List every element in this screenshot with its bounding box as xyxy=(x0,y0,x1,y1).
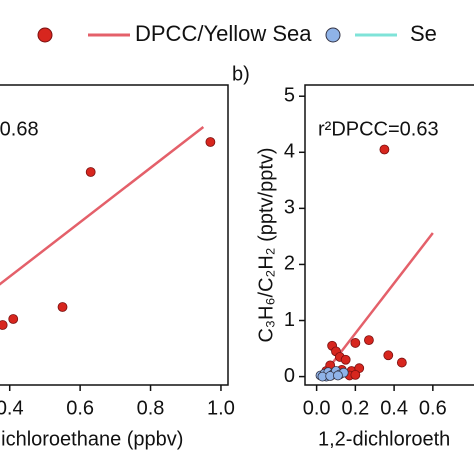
y-tick-label: 4 xyxy=(284,141,295,163)
plot-frame xyxy=(0,84,229,386)
legend-label: DPCC/Yellow Sea xyxy=(135,21,312,46)
y-tick-label: 5 xyxy=(284,84,295,106)
plot-frame xyxy=(304,84,474,386)
annotation: r²DPCC=0.63 xyxy=(318,118,439,140)
x-axis-label: dichloroethane (ppbv) xyxy=(0,428,183,450)
x-tick-label: 0.0 xyxy=(303,397,331,419)
fit-line xyxy=(325,232,434,372)
fit-line xyxy=(0,126,205,286)
data-point xyxy=(379,144,390,155)
data-point xyxy=(364,335,374,346)
legend-marker xyxy=(37,27,53,43)
data-point xyxy=(333,370,343,381)
x-tick-label: 0.2 xyxy=(341,397,369,419)
panel-label: b) xyxy=(232,63,250,85)
data-point xyxy=(8,314,19,324)
data-point xyxy=(383,350,394,361)
data-point xyxy=(57,302,68,312)
data-point xyxy=(0,320,8,330)
x-tick-label: 0.8 xyxy=(137,397,165,419)
data-point xyxy=(396,357,407,368)
y-tick-label: 3 xyxy=(284,197,295,219)
annotation: =0.68 xyxy=(0,118,39,140)
x-axis-label: 1,2-dichloroeth xyxy=(318,428,450,450)
legend-label: Se xyxy=(410,21,437,46)
x-tick-label: 0.6 xyxy=(419,397,447,419)
x-tick-label: 0.4 xyxy=(0,397,24,419)
data-point xyxy=(340,354,351,365)
plot-area xyxy=(0,126,216,330)
y-tick-label: 1 xyxy=(284,309,295,331)
y-axis-label: C₃H₆/C₂H₂ (pptv/pptv) xyxy=(255,147,277,342)
y-tick-label: 2 xyxy=(284,253,295,275)
plot-area xyxy=(315,144,434,382)
legend-marker xyxy=(325,27,341,43)
x-tick-label: 0.4 xyxy=(380,397,408,419)
data-point xyxy=(85,167,96,177)
x-tick-label: 0.6 xyxy=(66,397,94,419)
x-tick-label: 1.0 xyxy=(207,397,235,419)
data-point xyxy=(350,370,361,380)
data-point xyxy=(205,137,216,147)
data-point xyxy=(350,338,361,348)
y-tick-label: 0 xyxy=(284,365,295,387)
